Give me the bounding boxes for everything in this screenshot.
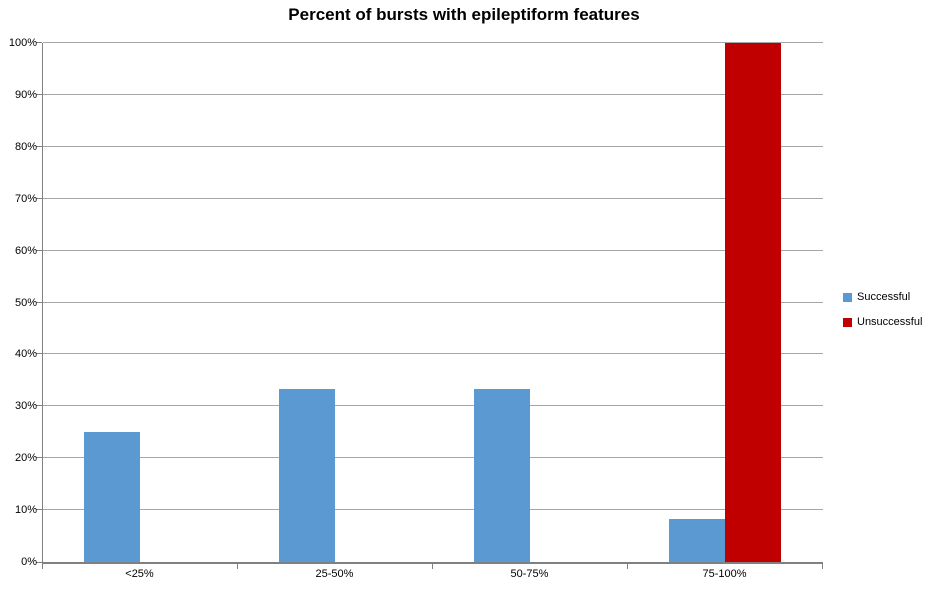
y-tick-label: 40% <box>14 348 37 361</box>
y-tick-label: 70% <box>14 192 37 205</box>
gridline <box>43 509 823 511</box>
y-axis-tick <box>36 405 42 407</box>
y-tick-label: 20% <box>14 452 37 465</box>
legend-swatch-icon <box>843 292 852 302</box>
plot-area <box>42 42 823 564</box>
y-axis-tick <box>36 197 42 199</box>
legend: Successful Unsuccessful <box>843 291 922 341</box>
legend-label: Unsuccessful <box>857 316 923 328</box>
y-axis-tick <box>36 509 42 511</box>
gridline <box>43 353 823 355</box>
y-axis-tick <box>36 562 42 563</box>
gridline <box>43 42 823 43</box>
x-axis-tick <box>237 564 238 569</box>
gridline <box>43 93 823 95</box>
y-tick-label: 0% <box>21 556 37 568</box>
gridline <box>43 249 823 251</box>
y-axis-tick <box>36 249 42 251</box>
legend-label: Successful <box>857 291 911 303</box>
y-axis-tick <box>36 93 42 95</box>
x-tick-label: <25% <box>125 568 154 580</box>
x-tick-label: 25-50% <box>315 568 354 580</box>
bar-successful <box>473 389 530 562</box>
x-axis-tick <box>822 564 823 569</box>
chart-title: Percent of bursts with epileptiform feat… <box>288 5 640 24</box>
x-axis-tick <box>627 564 628 569</box>
y-axis-tick <box>36 301 42 303</box>
y-tick-label: 30% <box>14 400 37 413</box>
y-axis-tick <box>36 457 42 459</box>
legend-item-successful: Successful <box>843 291 922 303</box>
x-axis-tick <box>432 564 433 569</box>
x-tick-label: 75-100% <box>702 568 747 580</box>
bar-successful <box>668 518 725 562</box>
y-tick-label: 80% <box>14 140 37 153</box>
x-axis-tick <box>42 564 43 569</box>
y-tick-label: 100% <box>8 37 37 49</box>
y-tick-label: 10% <box>14 504 37 517</box>
x-tick-label: 50-75% <box>510 568 549 580</box>
y-axis-tick <box>36 42 42 43</box>
y-tick-label: 90% <box>14 88 37 101</box>
legend-swatch-icon <box>843 317 852 327</box>
y-tick-label: 50% <box>14 296 37 309</box>
bar-successful <box>278 389 335 562</box>
gridline <box>43 301 823 303</box>
gridline <box>43 405 823 407</box>
gridline <box>43 197 823 199</box>
bar-successful <box>83 432 140 562</box>
y-axis-tick <box>36 353 42 355</box>
gridline <box>43 457 823 459</box>
gridline <box>43 145 823 147</box>
bar-unsuccessful <box>724 43 781 562</box>
legend-item-unsuccessful: Unsuccessful <box>843 316 922 328</box>
y-axis-tick <box>36 145 42 147</box>
y-tick-label: 60% <box>14 244 37 257</box>
